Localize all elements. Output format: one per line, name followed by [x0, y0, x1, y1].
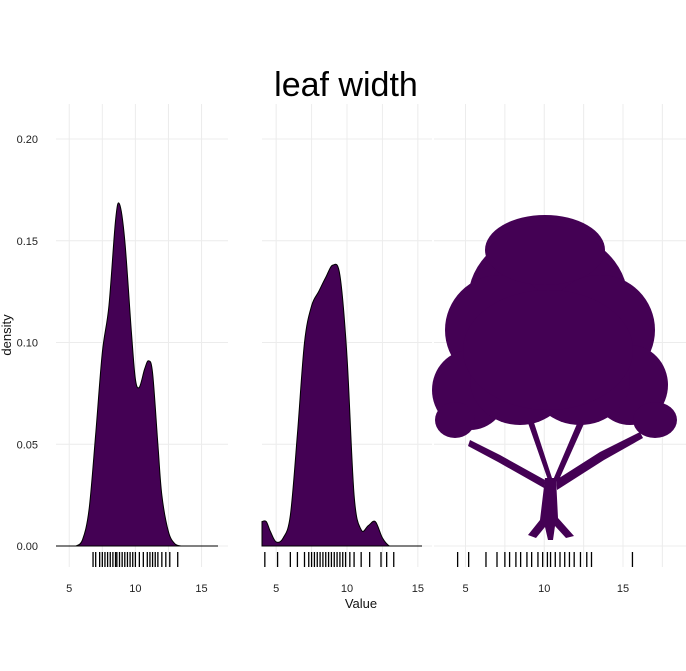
x-tick-label: 5 [66, 583, 72, 595]
tree-crown [485, 215, 605, 285]
y-tick-label: 0.10 [17, 338, 38, 350]
x-axis-label: Value [345, 596, 377, 611]
density-area [261, 263, 397, 547]
facet-panel-2: 5 10 15 [261, 104, 432, 595]
x-tick-label: 15 [617, 583, 629, 595]
tree-branches [468, 398, 643, 490]
tree-silhouette [432, 215, 677, 540]
x-tick-label: 15 [195, 583, 207, 595]
x-tick-label: 10 [129, 583, 141, 595]
y-tick-label: 0.15 [17, 236, 38, 248]
y-axis: 0.00 0.05 0.10 0.15 0.20 [17, 134, 38, 553]
grid [56, 104, 228, 567]
tree-crown [435, 402, 475, 438]
x-tick-label: 10 [538, 583, 550, 595]
x-tick-label: 10 [341, 583, 353, 595]
x-tick-label: 5 [462, 583, 468, 595]
rug-marks [92, 552, 179, 567]
y-tick-label: 0.20 [17, 134, 38, 146]
x-tick-label: 5 [273, 583, 279, 595]
y-tick-label: 0.05 [17, 439, 38, 451]
tree-trunk [528, 478, 574, 540]
y-axis-label: density [0, 314, 14, 356]
tree-crown [633, 402, 677, 438]
facet-panel-1: 5 10 15 [56, 104, 228, 595]
x-tick-label: 15 [412, 583, 424, 595]
rug-marks [264, 552, 395, 567]
tree-crown [463, 290, 633, 410]
density-area [74, 202, 189, 547]
chart-title: leaf width [274, 66, 418, 104]
rug-marks [456, 552, 634, 567]
y-tick-label: 0.00 [17, 541, 38, 553]
facet-panel-3: 5 10 15 [432, 104, 686, 595]
facet-panels: 5 10 15 5 10 15 5 10 15 [56, 104, 686, 595]
